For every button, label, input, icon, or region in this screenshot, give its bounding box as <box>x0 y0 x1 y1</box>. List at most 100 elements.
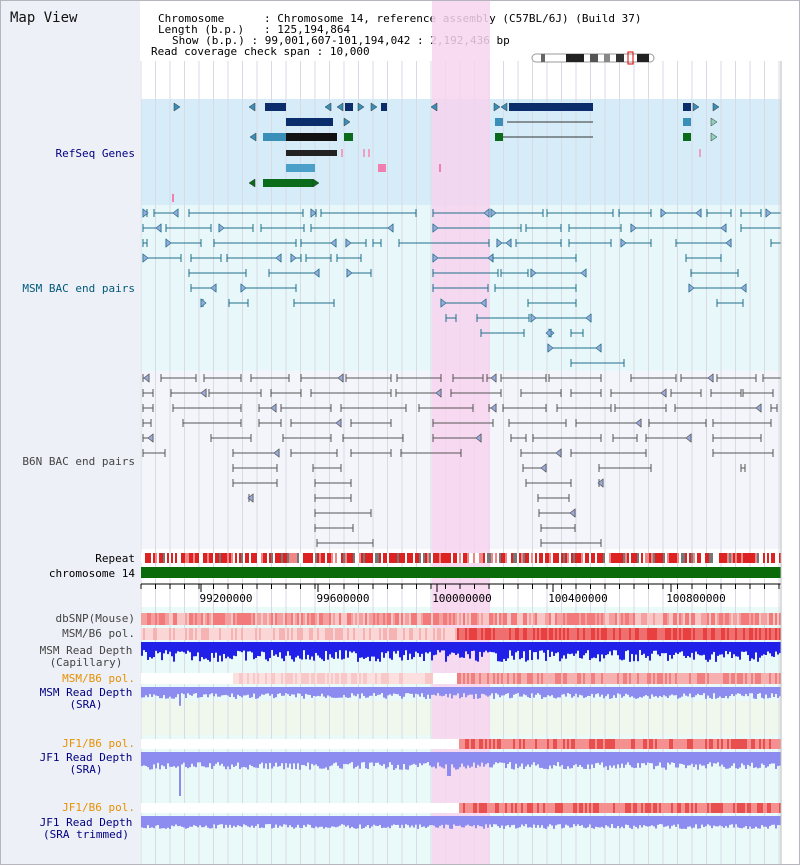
jf1-b6-pol-cell <box>771 739 773 749</box>
dbsnp-cell <box>409 613 411 625</box>
msm-depth-sra-bar <box>179 687 181 706</box>
msm-b6-pol-cell <box>279 628 281 640</box>
jf1-depth-sra-bar <box>271 752 273 769</box>
jf1-depth-trim-bar <box>665 816 667 827</box>
msm-b6-pol2-cell <box>457 673 459 684</box>
msm-depth-cap-bar <box>637 642 639 662</box>
msm-depth-sra-bar <box>761 687 763 698</box>
msm-b6-pol2-cell <box>331 673 333 684</box>
msm-b6-pol-cell <box>245 628 247 640</box>
jf1-depth-sra-bar <box>457 752 459 770</box>
jf1-b6-pol2-cell <box>659 803 661 813</box>
jf1-b6-pol2-cell <box>485 803 487 813</box>
jf1-b6-pol-cell <box>157 739 159 749</box>
jf1-depth-sra-bar <box>263 752 265 769</box>
jf1-depth-sra-bar <box>235 752 237 766</box>
label-b6n-bac[interactable]: B6N BAC end pairs <box>22 455 135 468</box>
msm-depth-cap-bar <box>243 642 245 651</box>
repeat-cell <box>775 553 777 563</box>
jf1-depth-trim-bar <box>301 816 303 829</box>
repeat-cell <box>339 553 341 563</box>
repeat-cell <box>413 553 415 563</box>
jf1-depth-trim-bar <box>679 816 681 829</box>
msm-b6-pol-cell <box>739 628 741 640</box>
jf1-depth-trim-bar <box>603 816 605 829</box>
msm-b6-pol-cell <box>653 628 655 640</box>
jf1-b6-pol2-cell <box>471 803 473 813</box>
jf1-depth-sra-bar <box>601 752 603 763</box>
msm-b6-pol2-cell <box>433 673 435 684</box>
repeat-cell <box>519 553 521 563</box>
msm-b6-pol-cell <box>595 628 597 640</box>
jf1-depth-sra-bar <box>325 752 327 768</box>
msm-depth-cap-bar <box>717 642 719 656</box>
msm-b6-pol-cell <box>325 628 327 640</box>
jf1-depth-sra-bar <box>519 752 521 767</box>
jf1-b6-pol2-cell <box>697 803 699 813</box>
jf1-b6-pol-cell <box>411 739 413 749</box>
jf1-depth-sra-bar <box>715 752 717 764</box>
dbsnp-cell <box>645 613 647 625</box>
jf1-depth-sra-bar <box>445 752 447 765</box>
msm-depth-sra-bar <box>729 687 731 697</box>
jf1-b6-pol-cell <box>361 739 363 749</box>
msm-b6-pol-cell <box>571 628 573 640</box>
jf1-b6-pol-cell <box>665 739 667 749</box>
jf1-b6-pol2-cell <box>677 803 679 813</box>
axis-tick-label: 100400000 <box>548 592 608 605</box>
jf1-b6-pol2-cell <box>641 803 643 813</box>
msm-b6-pol-cell <box>489 628 491 640</box>
msm-b6-pol-cell <box>667 628 669 640</box>
jf1-depth-trim-bar <box>237 816 239 826</box>
jf1-depth-trim-bar <box>369 816 371 829</box>
jf1-depth-sra-bar <box>507 752 509 765</box>
msm-b6-pol2-cell <box>739 673 741 684</box>
label-refseq-genes[interactable]: RefSeq Genes <box>55 147 135 160</box>
jf1-depth-trim-bar <box>675 816 677 827</box>
msm-b6-pol-cell <box>383 628 385 640</box>
label-msm-bac[interactable]: MSM BAC end pairs <box>22 282 135 295</box>
msm-b6-pol2-cell <box>299 673 301 684</box>
msm-b6-pol2-cell <box>165 673 167 684</box>
dbsnp-cell <box>755 613 757 625</box>
msm-b6-pol2-cell <box>287 673 289 684</box>
msm-depth-sra-bar <box>735 687 737 695</box>
msm-depth-sra-bar <box>321 687 323 694</box>
jf1-b6-pol-cell <box>375 739 377 749</box>
jf1-b6-pol-cell <box>339 739 341 749</box>
dbsnp-cell <box>739 613 741 625</box>
jf1-depth-trim-bar <box>427 816 429 827</box>
jf1-depth-trim-bar <box>251 816 253 826</box>
bac-end-arrow <box>490 403 497 413</box>
dbsnp-cell <box>573 613 575 625</box>
dbsnp-cell <box>483 613 485 625</box>
msm-b6-pol2-cell <box>561 673 563 684</box>
jf1-b6-pol2-cell <box>285 803 287 813</box>
msm-depth-cap-bar <box>349 642 351 652</box>
msm-depth-sra-bar <box>229 687 231 698</box>
msm-depth-sra-bar <box>533 687 535 698</box>
msm-depth-cap-bar <box>185 642 187 654</box>
msm-depth-cap-bar <box>383 642 385 658</box>
repeat-cell <box>285 553 287 563</box>
jf1-b6-pol2-cell <box>727 803 729 813</box>
msm-depth-cap-bar <box>695 642 697 652</box>
jf1-b6-pol2-cell <box>739 803 741 813</box>
jf1-depth-trim-bar <box>549 816 551 825</box>
jf1-b6-pol2-cell <box>569 803 571 813</box>
repeat-cell <box>625 553 627 563</box>
msm-b6-pol-cell <box>181 628 183 640</box>
jf1-b6-pol-cell <box>705 739 707 749</box>
jf1-depth-trim-bar <box>455 816 457 826</box>
dbsnp-cell <box>221 613 223 625</box>
msm-b6-pol-cell <box>625 628 627 640</box>
jf1-b6-pol-cell <box>247 739 249 749</box>
dbsnp-cell <box>425 613 427 625</box>
jf1-b6-pol2-cell <box>691 803 693 813</box>
msm-depth-cap-bar <box>287 642 289 652</box>
msm-b6-pol2-cell <box>441 673 443 684</box>
jf1-depth-trim-bar <box>779 816 781 826</box>
repeat-cell <box>397 553 399 563</box>
jf1-b6-pol-cell <box>645 739 647 749</box>
